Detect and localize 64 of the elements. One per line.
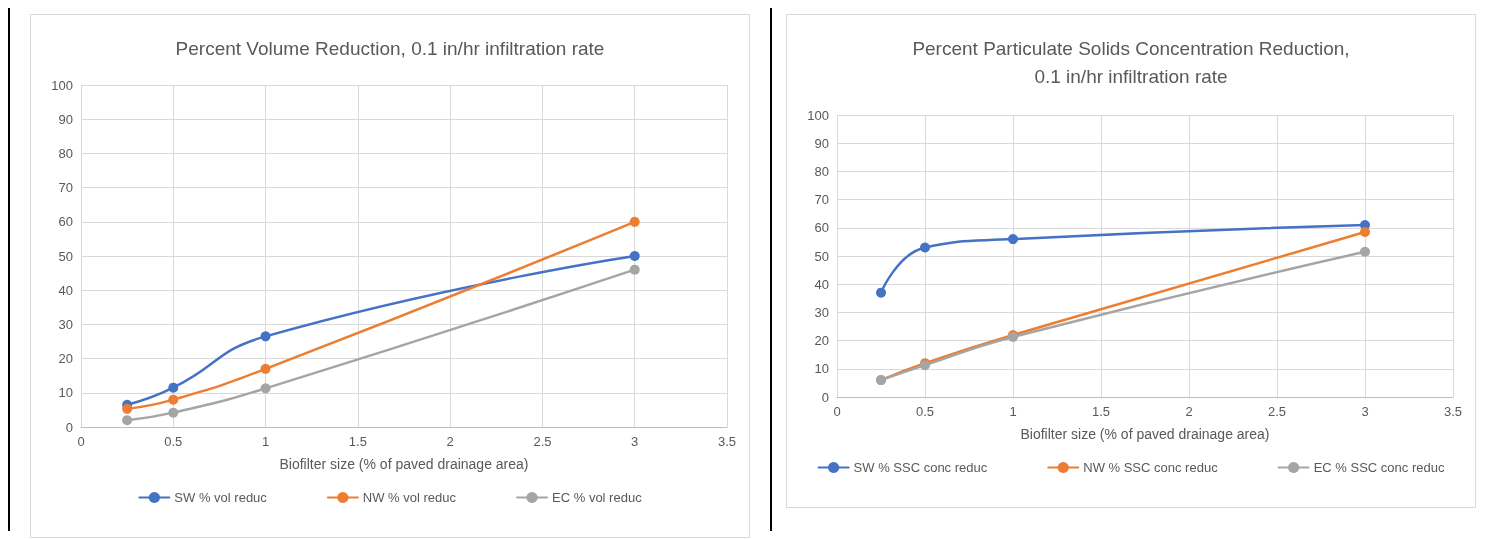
point <box>1360 227 1370 238</box>
chart-title: Percent Particulate Solids Concentration Reduction, 0.1 in/hr infiltration rate <box>912 37 1350 87</box>
point <box>168 394 179 405</box>
y-tick-label: 60 <box>814 220 829 236</box>
y-tick-label: 80 <box>814 163 829 179</box>
point <box>260 363 271 374</box>
x-tick-label: 0 <box>833 404 841 419</box>
x-tick-label: 0.5 <box>915 404 935 419</box>
x-tick-label: 3 <box>1361 404 1369 419</box>
point <box>260 331 271 342</box>
point <box>168 407 179 418</box>
y-tick-label: 20 <box>814 333 829 349</box>
y-tick-label: 50 <box>814 248 829 264</box>
y-tick-label: 0 <box>65 419 73 435</box>
legend-label: NW % vol reduc <box>362 490 457 505</box>
legend-label: SW % vol reduc <box>174 490 268 505</box>
y-tick-label: 90 <box>58 111 73 127</box>
y-tick-label: 20 <box>58 351 73 367</box>
x-tick-label: 3.5 <box>1443 404 1463 419</box>
x-tick-label: 1 <box>261 434 270 449</box>
y-tick-label: 90 <box>814 135 829 151</box>
x-tick-label: 1.5 <box>1091 404 1111 419</box>
point <box>260 383 271 394</box>
legend-label: SW % SSC conc reduc <box>853 460 988 475</box>
x-axis-title: Biofilter size (% of paved drainage area) <box>1020 426 1270 442</box>
y-tick-label: 70 <box>58 180 73 196</box>
y-tick-label: 10 <box>814 361 829 377</box>
y-tick-label: 70 <box>814 192 829 208</box>
y-tick-label: 0 <box>821 389 829 405</box>
x-tick-label: 1.5 <box>348 434 367 449</box>
y-tick-label: 100 <box>807 107 829 123</box>
point <box>122 415 133 426</box>
y-tick-label: 80 <box>58 145 73 161</box>
point <box>629 251 640 261</box>
point <box>876 287 886 298</box>
legend-label: EC % SSC conc reduc <box>1313 460 1445 475</box>
x-axis-title: Biofilter size (% of paved drainage area) <box>279 456 529 472</box>
legend-label: NW % SSC conc reduc <box>1083 460 1219 475</box>
x-tick-label: 3.5 <box>717 434 737 449</box>
point <box>629 264 640 275</box>
point <box>122 403 133 414</box>
y-tick-label: 100 <box>51 77 73 93</box>
y-tick-label: 40 <box>58 282 73 298</box>
legend-label: EC % vol reduc <box>552 490 643 505</box>
y-tick-label: 10 <box>58 385 73 401</box>
x-tick-label: 0 <box>77 434 85 449</box>
x-tick-label: 1 <box>1009 404 1017 419</box>
point <box>1360 246 1370 257</box>
x-tick-label: 3 <box>631 434 639 449</box>
x-tick-label: 2 <box>1185 404 1193 419</box>
y-tick-label: 30 <box>58 316 73 332</box>
y-tick-label: 60 <box>58 214 73 230</box>
x-tick-label: 2 <box>446 434 454 449</box>
point <box>1008 234 1018 245</box>
x-tick-label: 2.5 <box>1267 404 1287 419</box>
y-tick-label: 30 <box>814 304 829 320</box>
x-tick-label: 2.5 <box>533 434 552 449</box>
x-tick-label: 0.5 <box>164 434 183 449</box>
point <box>629 216 640 227</box>
chart-title: Percent Volume Reduction, 0.1 in/hr infiltration rate <box>175 37 605 59</box>
point <box>168 382 179 393</box>
y-tick-label: 40 <box>814 276 829 292</box>
point <box>920 242 930 253</box>
y-tick-label: 50 <box>58 248 73 264</box>
